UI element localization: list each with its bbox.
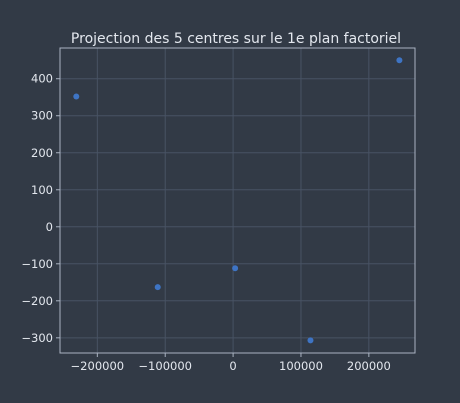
grid <box>60 48 415 353</box>
data-point <box>73 93 80 100</box>
y-tick-label: 300 <box>31 109 53 123</box>
data-points <box>73 57 403 344</box>
x-tick-label: −200000 <box>71 359 125 373</box>
y-tick-label: −200 <box>21 294 53 308</box>
x-tick-label: 100000 <box>279 359 323 373</box>
y-tick-label: 100 <box>31 183 53 197</box>
y-tick-label: 200 <box>31 146 53 160</box>
x-tick-label: 200000 <box>347 359 391 373</box>
data-point <box>396 57 403 64</box>
data-point <box>154 284 161 291</box>
axes: −200000 −100000 0 100000 200000 −300 −200 −100 0… <box>21 72 390 373</box>
data-point <box>307 337 314 344</box>
y-tick-label: 0 <box>46 220 53 234</box>
y-tick-label: −300 <box>21 331 53 345</box>
y-tick-label: 400 <box>31 72 53 86</box>
data-point <box>232 265 239 272</box>
x-tick-label: −100000 <box>138 359 192 373</box>
x-tick-label: 0 <box>229 359 236 373</box>
plot-border <box>59 47 416 354</box>
y-tick-label: −100 <box>21 257 53 271</box>
chart-title: Projection des 5 centres sur le 1e plan … <box>71 31 401 47</box>
